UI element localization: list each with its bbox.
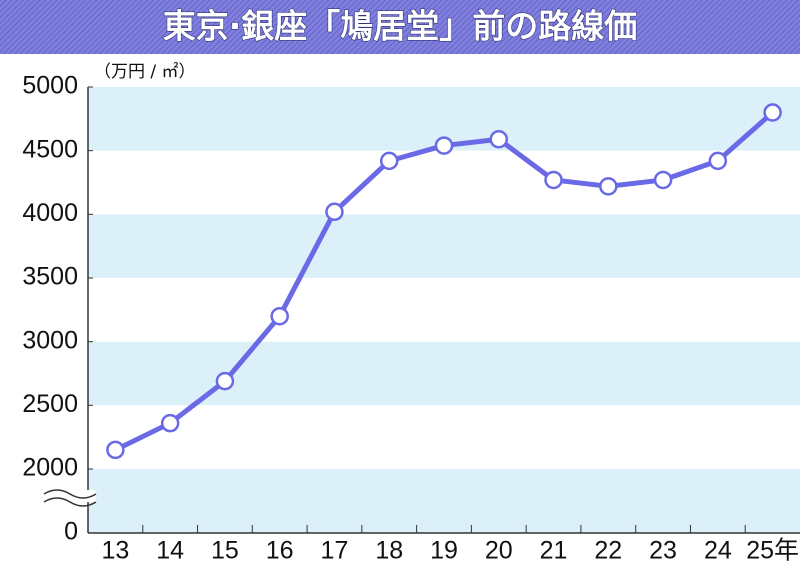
point — [544, 170, 563, 190]
x-tick-label: 19 — [430, 537, 458, 565]
y-tick-label: 2000 — [22, 454, 78, 482]
y-tick-label: 5000 — [22, 72, 78, 100]
y-tick-label: 2500 — [22, 390, 78, 418]
y-tick-label: 0 — [64, 518, 78, 546]
y-tick-label: 3500 — [22, 263, 78, 291]
point — [434, 136, 454, 155]
grid-band — [88, 469, 800, 533]
x-tick-label: 25年 — [746, 537, 799, 565]
x-tick-label: 16 — [266, 537, 294, 565]
point — [215, 371, 235, 391]
point — [763, 103, 782, 122]
axis-break — [44, 490, 96, 502]
x-tick-label: 21 — [540, 537, 568, 565]
grid-band — [88, 150, 800, 215]
point — [325, 202, 344, 222]
y-tick-label: 3000 — [22, 326, 78, 354]
grid-band — [88, 278, 800, 342]
axis-break-line — [43, 489, 97, 499]
grid-band — [88, 405, 800, 469]
y-tick-label: 4000 — [22, 199, 78, 227]
point — [379, 151, 399, 171]
x-tick-label: 20 — [485, 537, 513, 565]
x-tick-label: 14 — [156, 537, 184, 565]
grid-band — [88, 214, 800, 278]
point — [599, 177, 618, 196]
x-tick-label: 22 — [594, 537, 622, 565]
point — [653, 170, 673, 190]
x-tick-label: 23 — [649, 537, 677, 565]
point — [160, 413, 180, 433]
x-tick-label: 18 — [375, 537, 403, 565]
chart-title: 東京·銀座「鳩居堂」前の路線価 — [163, 7, 638, 46]
unit-label: （万円 / ㎡） — [94, 62, 196, 82]
title-banner — [0, 0, 800, 54]
x-tick-label: 17 — [321, 537, 349, 565]
x-tick-label: 13 — [101, 537, 129, 565]
point — [708, 151, 728, 171]
y-tick-label: 4500 — [22, 135, 78, 163]
grid-band — [88, 341, 800, 406]
point — [270, 306, 289, 326]
x-tick-label: 24 — [704, 537, 732, 565]
axis-break-line — [43, 497, 97, 507]
point — [106, 440, 125, 460]
x-tick-label: 15 — [211, 537, 239, 565]
point — [489, 129, 509, 149]
